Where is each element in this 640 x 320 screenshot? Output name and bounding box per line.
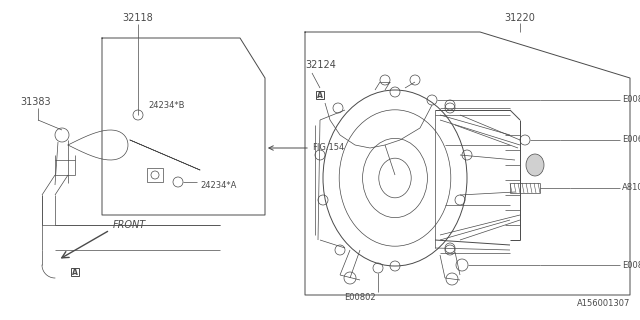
Text: 32124: 32124 (305, 60, 336, 70)
Text: A: A (317, 91, 323, 100)
Text: 31383: 31383 (20, 97, 51, 107)
Text: E00802: E00802 (344, 293, 376, 302)
Text: E00612: E00612 (622, 135, 640, 145)
Text: FRONT: FRONT (113, 220, 147, 230)
Text: A156001307: A156001307 (577, 299, 630, 308)
Text: E00802: E00802 (622, 95, 640, 105)
Text: 32118: 32118 (123, 13, 154, 23)
Bar (147, 168, 163, 182)
Ellipse shape (526, 154, 544, 176)
Text: E00802: E00802 (622, 260, 640, 269)
Text: FIG.154: FIG.154 (312, 143, 344, 153)
Text: A81009: A81009 (622, 183, 640, 193)
Text: 24234*B: 24234*B (148, 100, 184, 109)
Text: A: A (72, 268, 78, 277)
Text: 24234*A: 24234*A (200, 180, 236, 189)
Text: 31220: 31220 (504, 13, 536, 23)
